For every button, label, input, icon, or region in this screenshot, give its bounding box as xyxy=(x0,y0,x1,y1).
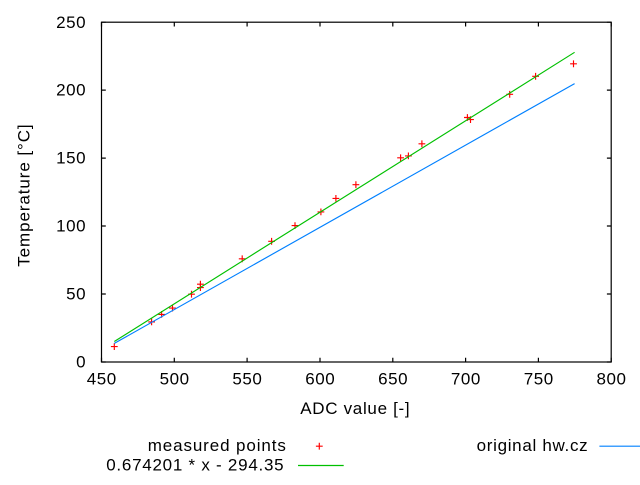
svg-text:measured points: measured points xyxy=(148,436,287,455)
svg-text:original hw.cz: original hw.cz xyxy=(477,436,589,455)
svg-text:800: 800 xyxy=(596,370,626,389)
svg-text:50: 50 xyxy=(66,285,86,304)
svg-text:0.674201 * x - 294.35: 0.674201 * x - 294.35 xyxy=(106,455,284,474)
svg-text:500: 500 xyxy=(160,370,190,389)
svg-text:550: 550 xyxy=(232,370,262,389)
svg-text:700: 700 xyxy=(451,370,481,389)
svg-text:750: 750 xyxy=(524,370,554,389)
svg-text:200: 200 xyxy=(56,81,86,100)
svg-text:650: 650 xyxy=(378,370,408,389)
svg-text:Temperature [°C]: Temperature [°C] xyxy=(14,124,33,267)
svg-text:250: 250 xyxy=(56,13,86,32)
svg-text:100: 100 xyxy=(56,217,86,236)
svg-text:600: 600 xyxy=(305,370,335,389)
svg-text:0: 0 xyxy=(76,353,86,372)
svg-text:150: 150 xyxy=(56,149,86,168)
svg-text:ADC value [-]: ADC value [-] xyxy=(300,399,410,418)
svg-text:450: 450 xyxy=(87,370,117,389)
